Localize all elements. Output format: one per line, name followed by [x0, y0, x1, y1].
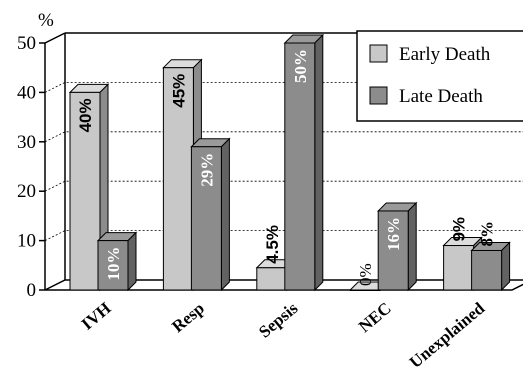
data-label-sepsis-late-death: 50% — [291, 49, 310, 83]
data-label-sepsis-early-death: 4.5% — [263, 225, 282, 264]
bar-data-labels: 40% 10% 45% 29% 4.5% 50% 0% 16% 9% 8% — [76, 49, 497, 286]
gridline — [44, 180, 523, 192]
bar-side-nec-late-death — [407, 201, 417, 292]
y-axis-label: % — [38, 10, 54, 31]
y-tick-label-50: 50 — [17, 33, 36, 54]
bar-unexplained-late-death — [471, 249, 503, 291]
legend-label-early-death: Early Death — [399, 44, 491, 65]
legend: Early Death Late Death — [356, 30, 523, 122]
data-label-resp-early-death: 45% — [169, 74, 188, 108]
bar-ivh-early-death — [69, 91, 101, 291]
data-label-ivh-late-death: 10% — [104, 247, 123, 281]
data-label-ivh-early-death: 40% — [76, 98, 95, 132]
legend-swatch-early-death — [369, 44, 388, 63]
y-axis-ticks: 0 10 20 30 40 50 — [17, 33, 45, 301]
gridline — [44, 131, 523, 143]
x-tick-label-sepsis: Sepsis — [255, 298, 302, 341]
legend-label-late-death: Late Death — [399, 86, 483, 107]
bar-unexplained-early-death — [443, 245, 475, 291]
bar-resp-early-death — [162, 67, 194, 291]
y-tick-label-20: 20 — [17, 181, 36, 202]
data-label-unexplained-early-death: 9% — [450, 217, 469, 242]
bar-ivh-late-death — [97, 240, 129, 291]
x-tick-label-nec: NEC — [355, 299, 395, 337]
y-tick-label-40: 40 — [17, 82, 36, 103]
bar-side-resp-late-death — [220, 137, 230, 292]
bar-sepsis-early-death — [256, 267, 288, 291]
bars — [68, 33, 511, 292]
x-tick-label-resp: Resp — [168, 299, 208, 337]
x-tick-label-ivh: IVH — [78, 299, 115, 334]
bar-side-sepsis-late-death — [314, 33, 324, 292]
side-wall-top-edge — [44, 32, 66, 44]
x-tick-label-unexplained: Unexplained — [406, 298, 489, 372]
bar-side-ivh-late-death — [127, 231, 137, 292]
y-tick-label-10: 10 — [17, 231, 36, 252]
bar-nec-late-death — [377, 210, 409, 291]
x-axis-ticks: IVH Resp Sepsis NEC Unexplained — [78, 298, 489, 372]
bar-nec-early-death — [349, 289, 381, 291]
legend-swatch-late-death — [369, 86, 388, 105]
data-label-resp-late-death: 29% — [197, 153, 216, 187]
data-label-nec-late-death: 16% — [384, 217, 403, 251]
bar-resp-late-death — [190, 146, 222, 291]
data-label-unexplained-late-death: 8% — [478, 221, 497, 246]
data-label-nec-early-death: 0% — [356, 263, 375, 286]
y-tick-label-0: 0 — [27, 280, 37, 301]
gridline — [44, 230, 523, 241]
bar-sepsis-late-death — [284, 42, 316, 291]
bar-side-unexplained-late-death — [501, 241, 511, 292]
y-tick-label-30: 30 — [17, 132, 36, 153]
